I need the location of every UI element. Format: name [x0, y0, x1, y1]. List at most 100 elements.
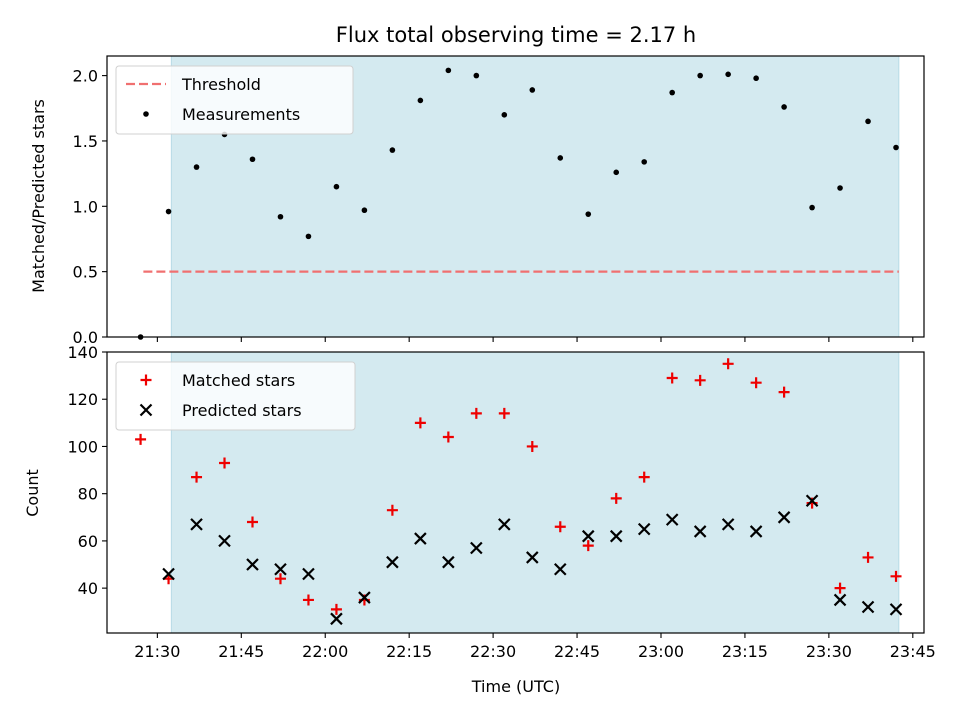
predicted-stars-point: [721, 518, 735, 531]
x-tick-label: 23:45: [890, 642, 936, 661]
matched-stars-point: [862, 551, 874, 563]
bottom-axes-frame: [106, 351, 925, 634]
matched-stars-point: [274, 573, 286, 585]
matched-stars-point: [582, 540, 594, 552]
measurement-point: [809, 204, 815, 211]
matched-stars-point: [778, 386, 790, 398]
predicted-stars-point: [498, 518, 511, 531]
matched-stars-point: [722, 358, 734, 370]
top-legend: Threshold Measurements: [115, 65, 354, 135]
top-y-tick-label: 2.0: [73, 67, 98, 86]
measurement-point: [641, 159, 648, 165]
bottom-y-tick-label: 60: [78, 532, 98, 551]
predicted-stars-point: [358, 591, 371, 604]
top-panel: 0.0 0.5 1.0 1.5 2.0 Threshold Measurements: [73, 55, 925, 347]
predicted-stars-point: [442, 555, 455, 569]
legend-measurement-swatch: [143, 111, 149, 117]
bottom-y-tick-label: 100: [67, 437, 98, 456]
predicted-stars-point: [777, 511, 791, 524]
matched-stars-point: [890, 570, 902, 582]
measurement-point: [557, 155, 564, 161]
x-tick-label: 23:00: [638, 642, 684, 661]
measurement-point: [585, 211, 592, 217]
x-tick-label: 21:45: [218, 642, 264, 661]
predicted-stars-point: [190, 518, 203, 531]
legend-predicted-swatch: [139, 403, 153, 417]
measurement-point: [753, 75, 759, 82]
predicted-stars-point: [693, 525, 707, 538]
measurement-point: [445, 67, 452, 74]
predicted-stars-point: [833, 593, 847, 607]
top-y-tick-label: 0.0: [73, 328, 98, 347]
bottom-y-axis-label: Count: [23, 469, 42, 517]
predicted-stars-point: [414, 532, 427, 545]
predicted-stars-point: [218, 534, 231, 548]
x-tick-label: 22:15: [386, 642, 432, 661]
predicted-stars-point: [749, 525, 763, 538]
predicted-stars-point: [386, 555, 399, 569]
predicted-stars-point: [637, 522, 651, 536]
predicted-stars-point: [302, 567, 315, 581]
measurement-point: [669, 89, 675, 96]
bottom-y-tick-label: 80: [78, 485, 98, 504]
x-tick-label: 21:30: [134, 642, 180, 661]
top-y-tick-label: 0.5: [73, 263, 98, 282]
measurement-point: [781, 104, 787, 110]
bottom-legend: Matched stars Predicted stars: [115, 361, 356, 431]
predicted-stars-point: [889, 603, 903, 616]
matched-stars-point: [219, 457, 231, 469]
measurement-point: [165, 208, 172, 215]
matched-stars-point: [135, 433, 147, 445]
top-y-tick-label: 1.5: [73, 132, 98, 151]
measurement-point: [417, 97, 424, 104]
top-legend-box: [115, 65, 354, 135]
top-y-axis-label: Matched/Predicted stars: [29, 99, 48, 293]
predicted-stars-point: [330, 612, 343, 626]
predicted-stars-point: [274, 562, 287, 576]
matched-stars-point: [554, 521, 566, 533]
matched-stars-point: [638, 471, 650, 483]
predicted-stars-point: [805, 494, 819, 508]
chart-title: Flux total observing time = 2.17 h: [336, 23, 696, 47]
matched-stars-point: [834, 582, 846, 594]
bottom-panel: 40 60 80 100 120 140 21:30 21:45 22:00 22:15 22:30…: [67, 343, 935, 661]
x-tick-label: 22:45: [554, 642, 600, 661]
x-axis-label: Time (UTC): [471, 677, 560, 696]
measurement-point: [613, 169, 620, 176]
predicted-stars-point: [581, 529, 595, 543]
bottom-y-tick-label: 140: [67, 343, 98, 362]
matched-stars-point: [302, 594, 314, 606]
legend-label: Matched stars: [182, 371, 295, 390]
x-tick-label: 22:00: [302, 642, 348, 661]
matched-stars-point: [666, 372, 678, 384]
legend-label: Measurements: [182, 105, 300, 124]
bottom-series-1: [135, 358, 902, 615]
matched-stars-point: [442, 431, 454, 443]
measurement-point: [389, 147, 396, 153]
predicted-stars-point: [470, 541, 483, 555]
predicted-stars-point: [609, 529, 623, 543]
matched-stars-point: [750, 377, 762, 389]
predicted-stars-point: [553, 562, 567, 576]
measurement-point: [697, 72, 703, 79]
measurement-point: [893, 144, 899, 151]
predicted-stars-point: [246, 558, 259, 571]
measurement-point: [249, 156, 256, 163]
predicted-stars-point: [162, 567, 175, 581]
matched-stars-point: [610, 492, 622, 504]
x-tick-label: 22:30: [470, 642, 516, 661]
x-tick-label: 23:15: [722, 642, 768, 661]
x-tick-label: 23:30: [806, 642, 852, 661]
predicted-stars-point: [526, 551, 539, 564]
measurement-point: [333, 183, 340, 190]
measurement-point: [361, 207, 368, 214]
bottom-y-tick-label: 120: [67, 390, 98, 409]
measurement-point: [277, 213, 284, 220]
matched-stars-point: [246, 516, 258, 528]
matched-stars-point: [526, 440, 538, 452]
matched-stars-point: [191, 471, 203, 483]
measurement-point: [725, 71, 731, 78]
legend-label: Predicted stars: [182, 401, 302, 420]
legend-matched-swatch: [140, 374, 152, 386]
bottom-legend-box: [115, 361, 356, 431]
